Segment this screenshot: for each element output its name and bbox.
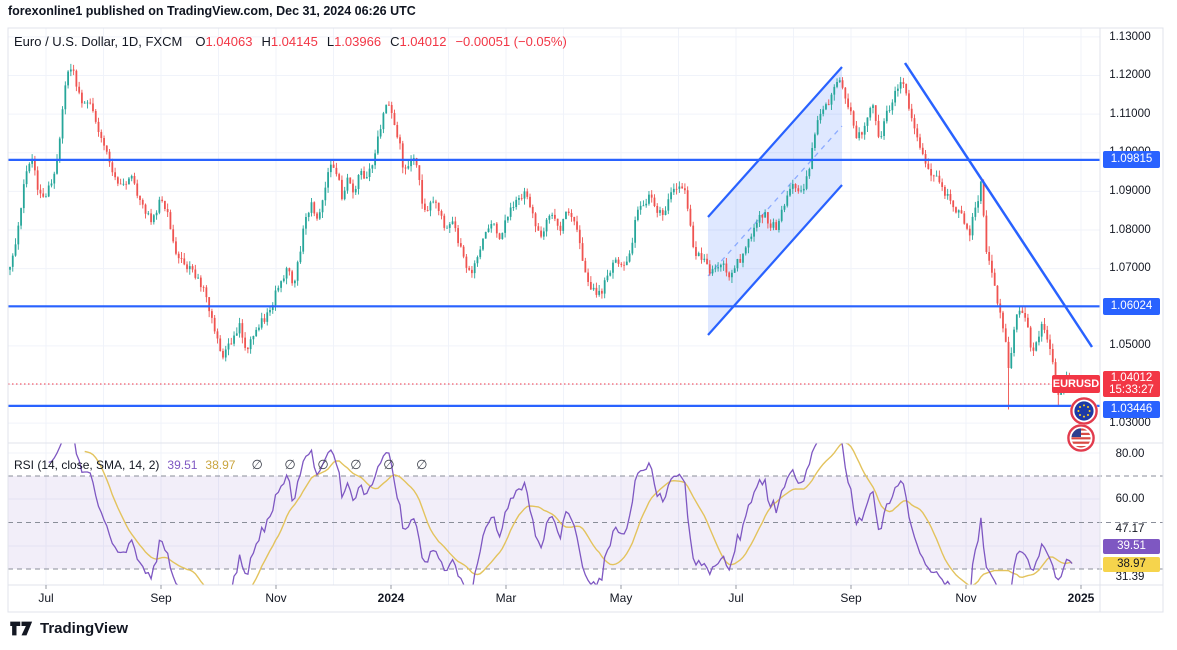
ohlc-low: L1.03966 bbox=[326, 34, 382, 49]
tradingview-footer[interactable]: TradingView bbox=[10, 620, 128, 637]
level-price-label[interactable]: 1.09815 bbox=[1103, 150, 1160, 168]
scale-tick-label: 31.39 bbox=[1115, 571, 1145, 583]
time-tick-label: Mar bbox=[495, 591, 517, 605]
scale-tick-label: 1.05000 bbox=[1109, 339, 1151, 351]
level-price-label[interactable]: 1.03446 bbox=[1103, 400, 1160, 418]
time-tick-label: Nov bbox=[265, 591, 287, 605]
time-tick-label: May bbox=[609, 591, 633, 605]
time-tick-label: Jul bbox=[38, 591, 54, 605]
scale-tick-label: 80.00 bbox=[1115, 448, 1145, 460]
scale-tick-label: 1.12000 bbox=[1109, 69, 1151, 81]
time-tick-label: 2024 bbox=[377, 591, 405, 605]
tradingview-logo-icon bbox=[10, 621, 33, 636]
rsi-ma-value-label: 38.97 bbox=[1103, 556, 1160, 572]
rsi-empty-values: ∅ ∅ ∅ ∅ ∅ ∅ bbox=[251, 457, 437, 472]
current-price-label: 1.04012 15:33:27 bbox=[1103, 371, 1160, 397]
change-value: −0.00051 (−0.05%) bbox=[455, 34, 567, 49]
symbol-price-tag: EURUSD bbox=[1052, 375, 1100, 393]
ascending-channel bbox=[707, 66, 843, 336]
attribution-text: forexonline1 published on TradingView.co… bbox=[8, 4, 416, 18]
rsi-ma-value: 38.97 bbox=[205, 458, 236, 472]
scale-tick-label: 1.07000 bbox=[1109, 262, 1151, 274]
rsi-legend[interactable]: RSI (14, close, SMA, 14, 2) 39.51 38.97 … bbox=[14, 457, 436, 473]
time-tick-label: Sep bbox=[840, 591, 862, 605]
descending-trendline bbox=[903, 62, 1094, 348]
scale-tick-label: 1.03000 bbox=[1109, 417, 1151, 429]
us-flag-icon bbox=[1066, 423, 1096, 458]
scale-tick-label: 1.11000 bbox=[1109, 108, 1151, 120]
current-price-value: 1.04012 bbox=[1110, 372, 1153, 384]
rsi-current-value: 39.51 bbox=[167, 458, 198, 472]
rsi-title[interactable]: RSI (14, close, SMA, 14, 2) bbox=[14, 458, 160, 472]
rsi-plot bbox=[48, 443, 1073, 585]
ohlc-open: O1.04063 bbox=[195, 34, 253, 49]
symbol-title[interactable]: Euro / U.S. Dollar, 1D, FXCM bbox=[14, 34, 183, 49]
ohlc-high: H1.04145 bbox=[261, 34, 318, 49]
time-tick-label: Nov bbox=[955, 591, 977, 605]
level-price-label[interactable]: 1.06024 bbox=[1103, 297, 1160, 315]
bar-countdown: 15:33:27 bbox=[1109, 384, 1154, 396]
chart-frame bbox=[7, 27, 1164, 613]
tradingview-brand-text: TradingView bbox=[40, 620, 129, 637]
candlestick-series bbox=[9, 63, 1074, 410]
scale-tick-label: 47.17 bbox=[1115, 523, 1145, 535]
scale-tick-label: 60.00 bbox=[1115, 493, 1145, 505]
scale-tick-label: 1.09000 bbox=[1109, 185, 1151, 197]
rsi-value-label: 39.51 bbox=[1103, 538, 1160, 554]
ohlc-close: C1.04012 bbox=[390, 34, 447, 49]
scale-tick-label: 1.08000 bbox=[1109, 224, 1151, 236]
symbol-legend[interactable]: Euro / U.S. Dollar, 1D, FXCM O1.04063 H1… bbox=[14, 34, 567, 49]
time-tick-label: 2025 bbox=[1067, 591, 1095, 605]
scale-tick-label: 1.13000 bbox=[1109, 31, 1151, 43]
time-tick-label: Sep bbox=[150, 591, 172, 605]
eu-flag-icon bbox=[1069, 396, 1099, 431]
time-tick-label: Jul bbox=[728, 591, 744, 605]
